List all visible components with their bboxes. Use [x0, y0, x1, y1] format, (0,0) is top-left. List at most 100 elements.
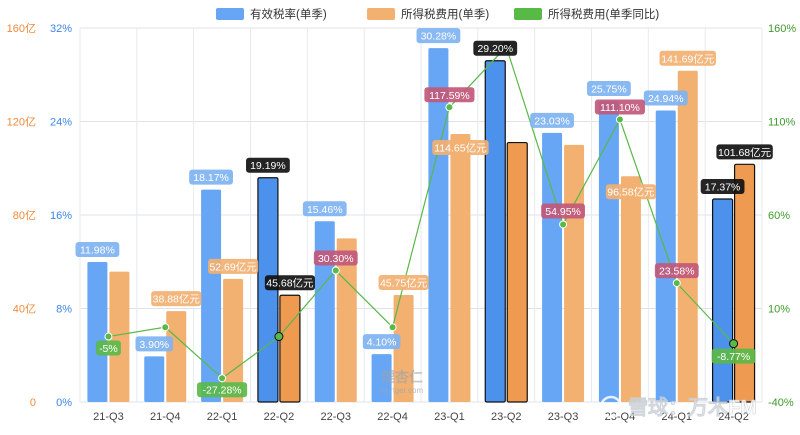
label-tax-rate-text: 23.03%: [534, 115, 570, 127]
label-tax-rate-text: 30.28%: [421, 31, 457, 43]
bar-tax-expense: [223, 278, 244, 402]
watermark-main: 雪球：万木FM: [599, 395, 757, 419]
label-tax-rate-text: 24.94%: [648, 93, 684, 105]
label-yoy: -8.77%: [711, 348, 756, 364]
label-tax-expense: 52.69亿元: [208, 258, 259, 274]
tick-right: 160%: [768, 23, 796, 35]
legend-swatch: [367, 8, 395, 20]
tick-x: 22-Q1: [207, 411, 238, 423]
watermark-text: 雪球：万木FM: [628, 395, 757, 419]
tick-left-percent: 24%: [50, 117, 72, 129]
bar-tax-expense: [564, 144, 585, 402]
yoy-point: [274, 332, 284, 342]
yoy-point: [388, 323, 397, 332]
label-tax-expense-bg: [378, 275, 429, 291]
label-yoy-bg: [541, 203, 585, 219]
watermark-url: lixinger.com: [381, 386, 424, 395]
label-tax-rate-bg: [587, 81, 631, 97]
bar-tax-rate: [428, 48, 449, 402]
bar-tax-expense: [450, 134, 471, 403]
label-tax-rate-text: 29.20%: [477, 43, 513, 55]
label-tax-rate: 18.17%: [189, 169, 233, 185]
label-tax-rate-bg: [189, 169, 233, 185]
label-yoy: 117.59%: [424, 87, 475, 103]
label-tax-expense-bg: [264, 275, 315, 291]
label-tax-expense-bg: [432, 140, 489, 156]
axes: 0 0% -40% 40亿 8% 10% 80亿 16% 60% 120亿 24% 110% 160亿 3…: [7, 22, 797, 423]
yoy-polyline: [108, 45, 735, 379]
label-tax-rate-bg: [75, 241, 120, 257]
label-tax-rate-text: 17.37%: [705, 181, 741, 193]
label-tax-rate: 23.03%: [530, 112, 574, 128]
bar-tax-expense: [506, 141, 528, 403]
tick-x: 21-Q4: [150, 411, 181, 423]
label-tax-rate-bg: [700, 178, 745, 194]
bar-tax-expense: [109, 271, 130, 402]
bars: [87, 48, 756, 403]
label-yoy-text: -5%: [99, 343, 118, 355]
label-tax-expense-text: 45.75亿元: [380, 277, 428, 290]
bar-tax-rate: [144, 356, 165, 402]
yoy-point: [218, 374, 227, 383]
tick-left-percent: 32%: [50, 23, 72, 35]
bar-tax-expense: [166, 311, 187, 402]
label-tax-expense-text: 38.88亿元: [153, 293, 201, 306]
label-tax-expense-text: 45.68亿元: [266, 277, 314, 290]
label-tax-expense-bg: [151, 291, 202, 307]
label-yoy-text: 54.95%: [545, 206, 581, 218]
label-tax-expense: 141.69亿元: [659, 50, 716, 66]
label-yoy: -5%: [95, 340, 121, 356]
bar-tax-rate: [598, 101, 619, 402]
label-tax-rate: 4.10%: [362, 334, 401, 350]
tick-right: 10%: [768, 304, 790, 316]
label-tax-rate: 15.46%: [302, 201, 347, 217]
bar-tax-expense: [620, 176, 641, 402]
tick-x: 23-Q1: [434, 411, 465, 423]
yoy-point: [445, 103, 454, 112]
yoy-point: [161, 323, 170, 332]
label-tax-expense: 38.88亿元: [151, 291, 202, 307]
yoy-point: [672, 279, 681, 288]
label-tax-rate-text: 25.75%: [591, 84, 627, 96]
tick-x: 24-Q2: [718, 411, 749, 423]
label-tax-rate-bg: [302, 201, 347, 217]
bar-tax-rate: [711, 198, 734, 403]
label-tax-expense-bg: [659, 50, 716, 66]
label-yoy-text: 117.59%: [429, 90, 470, 102]
yoy-point: [729, 339, 739, 349]
legend-label: 所得税费用(单季): [401, 7, 489, 21]
label-tax-rate-text: 19.19%: [250, 160, 286, 172]
label-yoy-bg: [594, 99, 645, 115]
label-yoy: 30.30%: [313, 250, 358, 266]
bar-tax-expense: [733, 163, 756, 403]
label-tax-rate: 11.98%: [75, 241, 120, 257]
grid: [79, 27, 763, 403]
legend-swatch: [216, 8, 244, 20]
tick-x: 23-Q3: [548, 411, 579, 423]
label-tax-rate-bg: [530, 112, 574, 128]
label-tax-rate-bg: [473, 40, 518, 56]
tick-x: 22-Q4: [377, 411, 408, 423]
tick-x: 21-Q3: [93, 411, 124, 423]
bar-tax-expense: [279, 294, 301, 403]
tick-left-percent: 8%: [56, 304, 72, 316]
bar-tax-expense: [677, 70, 698, 402]
label-tax-expense: 45.75亿元: [378, 275, 429, 291]
bar-tax-rate: [201, 189, 222, 402]
legend: 有效税率(单季) 所得税费用(单季) 所得税费用(单季同比): [216, 7, 659, 21]
yoy-point: [104, 332, 113, 341]
tick-x: 23-Q2: [491, 411, 522, 423]
label-yoy-text: -27.28%: [203, 385, 242, 397]
bar-tax-rate: [484, 60, 506, 403]
label-tax-rate: 25.75%: [587, 81, 631, 97]
bar-tax-expense: [336, 238, 357, 402]
label-yoy: -27.28%: [197, 382, 248, 398]
data-labels: 11.98% 3.90% 18.17% 19.19% 15.46% 4.10% 30.28%…: [75, 28, 773, 398]
tick-left-amount: 40亿: [13, 303, 36, 316]
label-tax-rate: 19.19%: [246, 157, 290, 173]
label-yoy: 54.95%: [541, 203, 585, 219]
tick-x: 22-Q3: [320, 411, 351, 423]
tick-left-amount: 0: [30, 397, 36, 409]
yoy-point: [615, 115, 624, 124]
